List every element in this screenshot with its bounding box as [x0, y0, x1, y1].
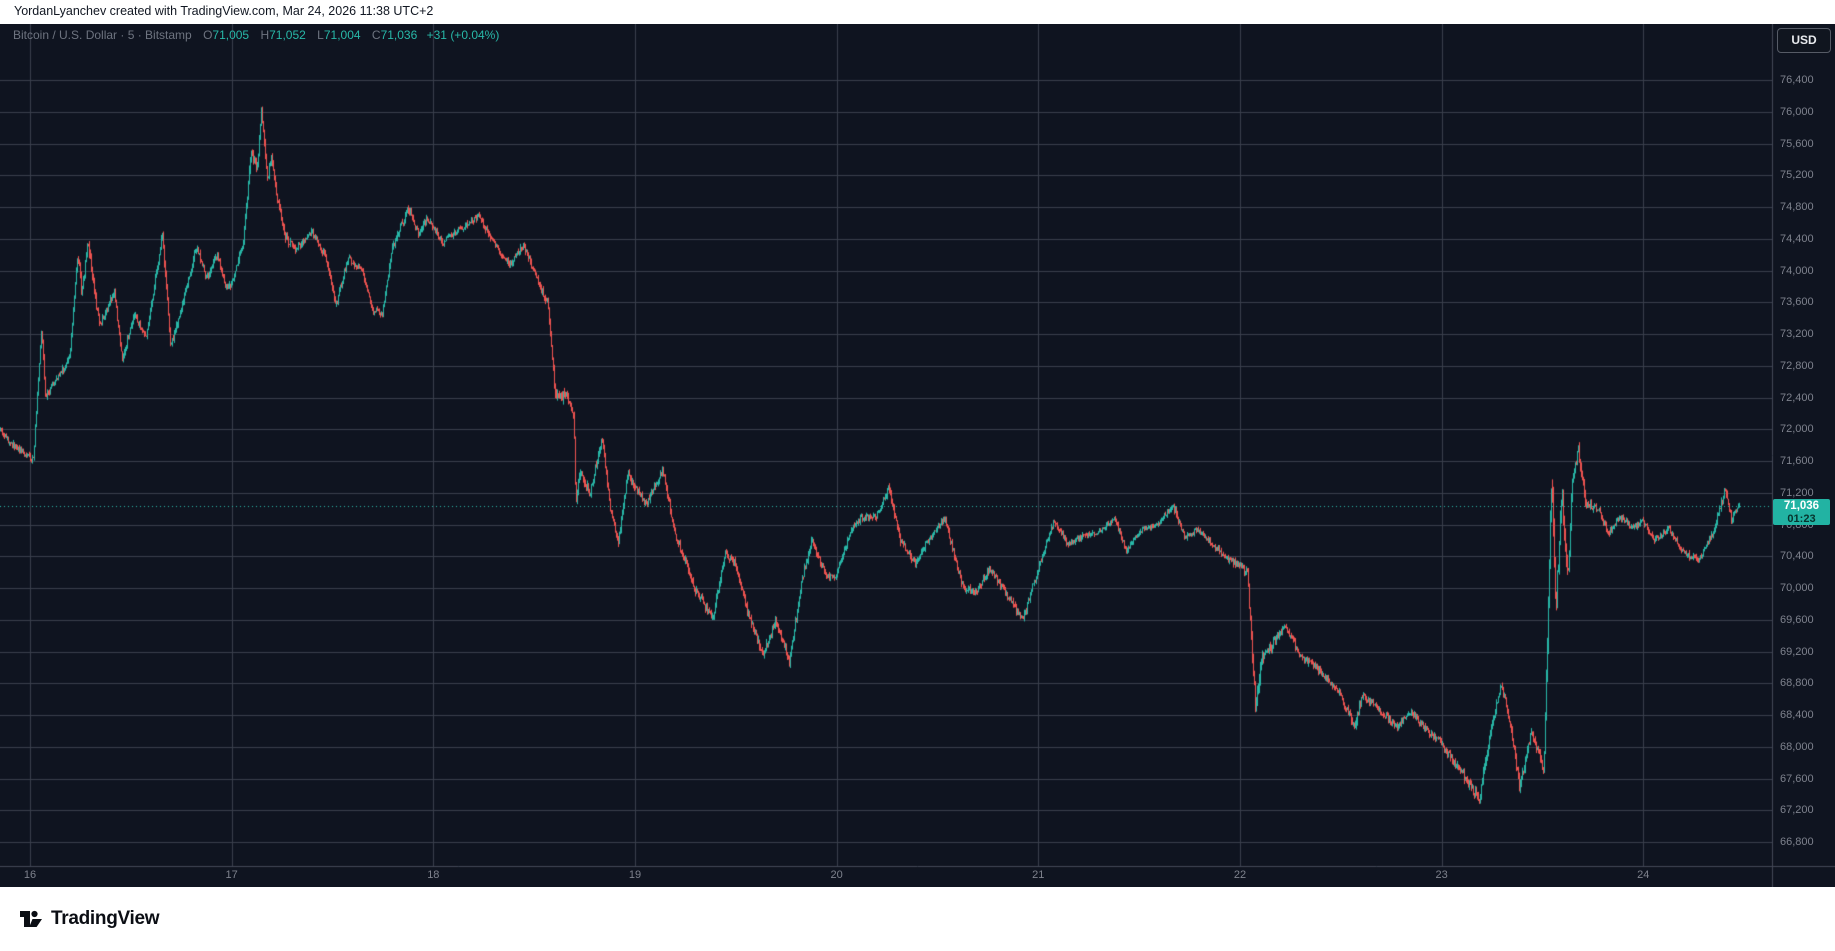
high-label: H	[260, 28, 270, 42]
price-axis-label: 73,600	[1780, 296, 1814, 309]
time-axis-label: 22	[1233, 869, 1247, 881]
price-axis-label: 67,200	[1780, 804, 1814, 817]
tradingview-logo-text: TradingView	[51, 908, 160, 929]
price-axis-label: 74,000	[1780, 264, 1814, 277]
symbol-legend[interactable]: Bitcoin / U.S. Dollar · 5 · Bitstamp O71…	[13, 28, 499, 46]
price-axis-label: 68,000	[1780, 740, 1814, 753]
price-axis-label: 74,400	[1780, 232, 1814, 245]
price-axis-label: 71,200	[1780, 486, 1814, 499]
price-axis-label: 75,200	[1780, 169, 1814, 182]
price-axis-label: 75,600	[1780, 137, 1814, 150]
low-label: L	[317, 28, 324, 42]
price-axis-label: 69,600	[1780, 613, 1814, 626]
price-axis-label: 76,000	[1780, 105, 1814, 118]
price-axis-label: 70,400	[1780, 550, 1814, 563]
price-axis-label: 72,800	[1780, 359, 1814, 372]
candlestick-chart-canvas[interactable]	[0, 24, 1835, 887]
last-price-label: 71,036 01:23	[1773, 498, 1830, 525]
tradingview-logo-icon	[20, 910, 42, 927]
price-axis-label: 76,400	[1780, 74, 1814, 86]
price-axis-label: 72,000	[1780, 423, 1814, 436]
last-price-value: 71,036	[1783, 499, 1820, 512]
price-axis-label: 68,800	[1780, 677, 1814, 690]
change-value: +31 (+0.04%)	[426, 28, 500, 42]
price-axis-label: 74,800	[1780, 201, 1814, 213]
tradingview-logo[interactable]: TradingView	[18, 904, 160, 934]
time-axis-label: 16	[23, 869, 37, 881]
close-value: 71,036	[380, 28, 418, 42]
footer-bar: TradingView	[0, 887, 1835, 951]
symbol-title: Bitcoin / U.S. Dollar · 5 · Bitstamp	[13, 28, 192, 42]
time-axis-label: 23	[1435, 869, 1448, 881]
price-axis-label: 66,800	[1780, 836, 1814, 848]
time-axis-label: 17	[225, 869, 238, 881]
time-axis-label: 18	[427, 869, 440, 881]
price-axis-label: 70,000	[1780, 582, 1814, 594]
low-value: 71,004	[323, 28, 361, 42]
price-axis-label: 69,200	[1780, 645, 1814, 658]
price-axis-label: 73,200	[1780, 328, 1814, 340]
chart-area: Bitcoin / U.S. Dollar · 5 · Bitstamp O71…	[0, 24, 1835, 887]
attribution-text: YordanLyanchev created with TradingView.…	[14, 4, 434, 18]
price-axis-label: 68,400	[1780, 709, 1814, 721]
time-axis-label: 24	[1637, 869, 1650, 881]
time-axis-label: 20	[830, 869, 843, 881]
high-value: 71,052	[269, 28, 306, 42]
price-axis-label: 72,400	[1780, 391, 1814, 404]
currency-toggle-button[interactable]: USD	[1777, 28, 1831, 53]
price-axis-label: 71,600	[1780, 455, 1814, 467]
close-label: C	[371, 28, 381, 42]
price-axis-label: 67,600	[1780, 772, 1814, 785]
time-axis-label: 19	[628, 869, 642, 881]
bar-countdown: 01:23	[1787, 512, 1816, 525]
open-value: 71,005	[212, 28, 250, 42]
time-axis-label: 21	[1032, 869, 1045, 881]
open-label: O	[203, 28, 213, 42]
attribution-bar: YordanLyanchev created with TradingView.…	[0, 0, 1835, 24]
